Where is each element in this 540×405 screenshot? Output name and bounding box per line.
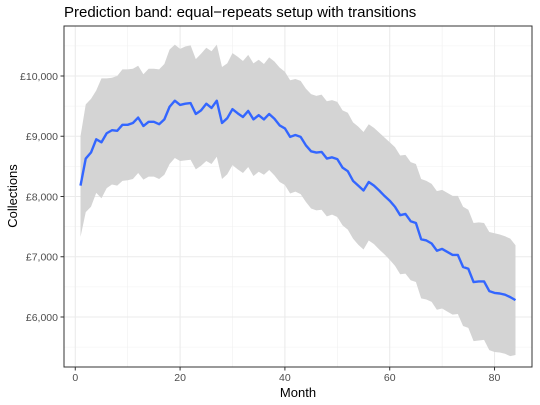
y-axis-title: Collections [5, 164, 20, 228]
y-tick-label: £8,000 [26, 191, 58, 203]
x-axis: 0 20 40 60 80 [72, 367, 501, 384]
x-tick-label: 40 [279, 372, 291, 384]
y-tick-label: £10,000 [20, 71, 58, 83]
chart-title: Prediction band: equal−repeats setup wit… [64, 4, 416, 21]
prediction-line [79, 99, 517, 302]
y-tick-label: £6,000 [26, 312, 58, 324]
x-tick-label: 0 [72, 372, 78, 384]
y-tick-label: £9,000 [26, 131, 58, 143]
x-tick-label: 20 [174, 372, 186, 384]
x-axis-title: Month [280, 385, 316, 400]
y-tick-label: £7,000 [26, 252, 58, 264]
x-tick-label: 80 [489, 372, 501, 384]
prediction-band [80, 44, 516, 357]
plot-panel [63, 25, 533, 368]
y-axis: £6,000 £7,000 £8,000 £9,000 £10,000 [20, 71, 64, 324]
x-tick-label: 60 [384, 372, 396, 384]
